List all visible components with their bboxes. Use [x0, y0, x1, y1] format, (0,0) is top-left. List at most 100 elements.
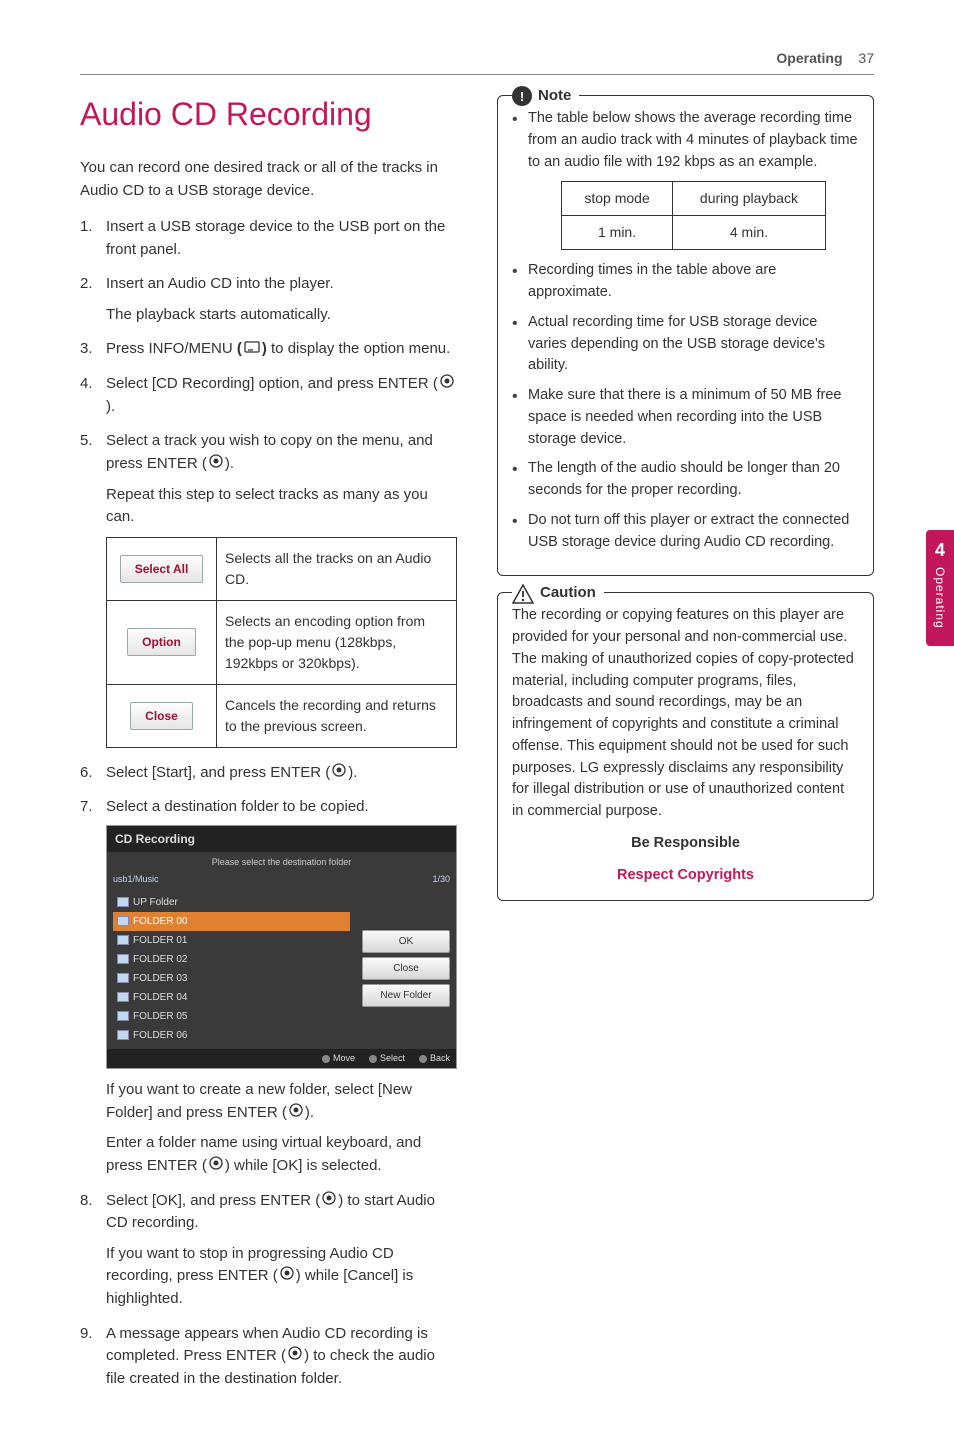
step-text: ).: [348, 764, 357, 781]
list-item: FOLDER 02: [113, 950, 350, 969]
table-row: 1 min. 4 min.: [562, 216, 826, 250]
list-item-label: FOLDER 05: [133, 1009, 187, 1024]
table-header: during playback: [673, 182, 826, 216]
screenshot-side-buttons: OK Close New Folder: [356, 889, 456, 1049]
step-text: ).: [225, 455, 234, 472]
new-folder-button: New Folder: [362, 984, 450, 1007]
folder-icon: [117, 973, 129, 983]
table-cell-desc: Cancels the recording and returns to the…: [217, 684, 457, 747]
list-item: FOLDER 03: [113, 969, 350, 988]
note-bullet: The length of the audio should be longer…: [512, 458, 859, 502]
note-bullet: Make sure that there is a minimum of 50 …: [512, 385, 859, 450]
step-subtext: If you want to create a new folder, sele…: [106, 1079, 457, 1124]
screenshot-message: Please select the destination folder: [107, 852, 456, 874]
screenshot-title: CD Recording: [107, 826, 456, 852]
table-cell-desc: Selects all the tracks on an Audio CD.: [217, 537, 457, 600]
step-8: Select [OK], and press ENTER () to start…: [80, 1190, 457, 1311]
note-callout: ! Note The table below shows the average…: [497, 95, 874, 576]
note-label-text: Note: [538, 85, 571, 108]
table-row: Option Selects an encoding option from t…: [107, 600, 457, 684]
caution-icon: [512, 584, 534, 604]
enter-icon: [289, 1102, 303, 1125]
step-3: Press INFO/MENU ( ) to display the optio…: [80, 338, 457, 361]
back-icon: [419, 1055, 427, 1063]
list-item: FOLDER 01: [113, 931, 350, 950]
list-item: FOLDER 06: [113, 1026, 350, 1045]
enter-icon: [332, 762, 346, 785]
cd-recording-screenshot: CD Recording Please select the destinati…: [106, 825, 457, 1070]
folder-icon: [117, 1011, 129, 1021]
caution-callout: Caution The recording or copying feature…: [497, 592, 874, 901]
list-item: UP Folder: [113, 893, 350, 912]
caution-emphasis: Be Responsible: [512, 833, 859, 855]
folder-icon: [117, 935, 129, 945]
step-1: Insert a USB storage device to the USB p…: [80, 216, 457, 261]
list-item-label: FOLDER 02: [133, 952, 187, 967]
list-item-label: UP Folder: [133, 895, 178, 910]
enter-icon: [209, 453, 223, 476]
note-label: ! Note: [512, 85, 579, 108]
folder-icon: [117, 916, 129, 926]
step-text: Insert an Audio CD into the player.: [106, 275, 334, 292]
page-title: Audio CD Recording: [80, 95, 457, 133]
table-row: Close Cancels the recording and returns …: [107, 684, 457, 747]
enter-icon: [322, 1190, 336, 1213]
note-bullet: Do not turn off this player or extract t…: [512, 510, 859, 554]
step-text: ).: [305, 1104, 314, 1121]
step-7: Select a destination folder to be copied…: [80, 796, 457, 1177]
step-9: A message appears when Audio CD recordin…: [80, 1323, 457, 1391]
table-row: stop mode during playback: [562, 182, 826, 216]
step-subtext: Enter a folder name using virtual keyboa…: [106, 1132, 457, 1177]
table-cell: 1 min.: [562, 216, 673, 250]
screenshot-path: usb1/Music: [113, 873, 159, 887]
footer-label: Move: [333, 1052, 355, 1066]
step-subtext: If you want to stop in progressing Audio…: [106, 1243, 457, 1311]
chapter-number: 4: [926, 540, 954, 561]
enter-icon: [280, 1265, 294, 1288]
list-item-label: FOLDER 03: [133, 971, 187, 986]
note-text: The table below shows the average record…: [528, 110, 858, 170]
dpad-icon: [322, 1055, 330, 1063]
table-header: stop mode: [562, 182, 673, 216]
step-text: to display the option menu.: [271, 341, 450, 358]
option-button: Option: [127, 628, 196, 656]
steps-list: Insert a USB storage device to the USB p…: [80, 216, 457, 1390]
step-text: Select a destination folder to be copied…: [106, 798, 369, 815]
folder-icon: [117, 897, 129, 907]
note-bullet: The table below shows the average record…: [512, 108, 859, 250]
screenshot-body: UP Folder FOLDER 00 FOLDER 01 FOLDER 02 …: [107, 889, 456, 1049]
note-bullet-list: The table below shows the average record…: [512, 108, 859, 553]
list-item: FOLDER 04: [113, 988, 350, 1007]
step-2: Insert an Audio CD into the player. The …: [80, 273, 457, 326]
step-text: Press INFO/MENU: [106, 341, 237, 358]
footer-label: Back: [430, 1052, 450, 1066]
screenshot-counter: 1/30: [432, 873, 450, 887]
step-6: Select [Start], and press ENTER ().: [80, 762, 457, 785]
step-text: Select [CD Recording] option, and press …: [106, 375, 438, 392]
step-text: Select [OK], and press ENTER (: [106, 1192, 320, 1209]
button-description-table: Select All Selects all the tracks on an …: [106, 537, 457, 748]
list-item: FOLDER 05: [113, 1007, 350, 1026]
ok-button: OK: [362, 930, 450, 953]
two-column-layout: Audio CD Recording You can record one de…: [80, 95, 874, 1402]
folder-icon: [117, 954, 129, 964]
step-text: ) while [OK] is selected.: [225, 1157, 382, 1174]
step-5: Select a track you wish to copy on the m…: [80, 430, 457, 747]
step-4: Select [CD Recording] option, and press …: [80, 373, 457, 418]
step-subtext: The playback starts automatically.: [106, 304, 457, 327]
list-item-label: FOLDER 00: [133, 914, 187, 929]
step-text: Insert a USB storage device to the USB p…: [106, 218, 445, 258]
close-button: Close: [130, 702, 193, 730]
step-text: If you want to create a new folder, sele…: [106, 1081, 412, 1121]
step-text: Select a track you wish to copy on the m…: [106, 432, 433, 472]
note-bullet: Recording times in the table above are a…: [512, 260, 859, 304]
right-column: ! Note The table below shows the average…: [497, 95, 874, 1402]
footer-label: Select: [380, 1052, 405, 1066]
caution-emphasis: Respect Copyrights: [512, 865, 859, 887]
caution-body: The recording or copying features on thi…: [512, 605, 859, 823]
left-column: Audio CD Recording You can record one de…: [80, 95, 457, 1402]
enter-icon: [288, 1345, 302, 1368]
recording-time-table: stop mode during playback 1 min. 4 min.: [561, 181, 826, 250]
list-item-label: FOLDER 06: [133, 1028, 187, 1043]
chapter-label: Operating: [933, 567, 947, 629]
